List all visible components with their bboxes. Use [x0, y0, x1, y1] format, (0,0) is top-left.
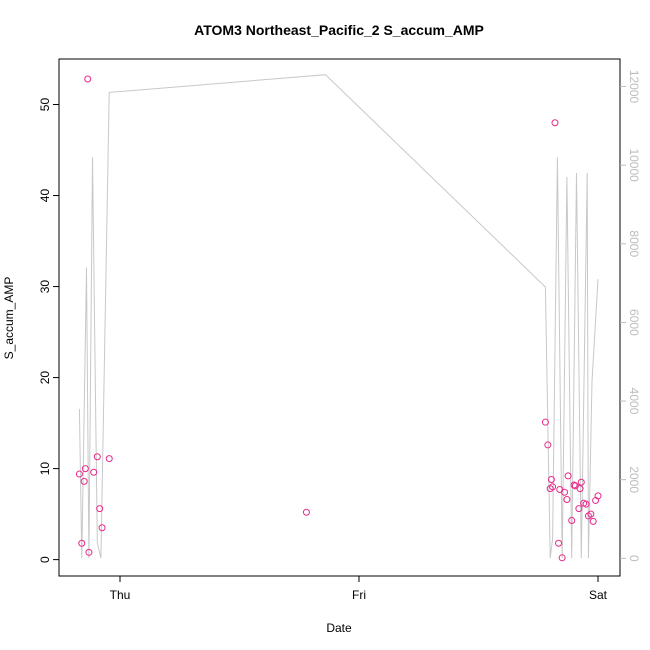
data-point: [549, 483, 557, 491]
data-point: [551, 119, 559, 127]
y2-tick-label: 6000: [627, 309, 641, 336]
y-tick-label: 40: [38, 189, 52, 203]
y-tick-label: 30: [38, 280, 52, 294]
data-point: [577, 478, 585, 486]
data-point: [563, 496, 571, 504]
data-point: [90, 468, 98, 476]
data-point: [568, 516, 576, 524]
data-point: [570, 481, 578, 489]
data-point: [589, 517, 597, 525]
data-point: [302, 508, 310, 516]
y-tick-label: 0: [38, 556, 52, 563]
data-point: [78, 539, 86, 547]
data-point: [96, 505, 104, 513]
data-point: [547, 476, 555, 484]
x-tick-label: Fri: [352, 588, 366, 602]
data-point: [555, 539, 563, 547]
y2-tick-label: 10000: [627, 148, 641, 182]
data-point: [98, 524, 106, 532]
data-point: [587, 510, 595, 518]
y2-tick-label: 2000: [627, 466, 641, 493]
data-point: [84, 75, 92, 83]
y2-tick-label: 12000: [627, 70, 641, 104]
plot-frame: [58, 58, 621, 577]
y2-tick-label: 0: [627, 555, 641, 562]
series-line: [78, 74, 599, 559]
data-point: [80, 477, 88, 485]
data-point: [105, 455, 113, 463]
data-point: [541, 418, 549, 426]
y2-tick-label: 4000: [627, 388, 641, 415]
data-point: [576, 485, 584, 493]
x-tick-label: Thu: [110, 588, 131, 602]
y2-tick-label: 8000: [627, 230, 641, 257]
data-point: [93, 453, 101, 461]
y-tick-label: 10: [38, 462, 52, 476]
y-tick-label: 20: [38, 371, 52, 385]
chart-title: ATOM3 Northeast_Pacific_2 S_accum_AMP: [194, 22, 484, 38]
data-point: [75, 470, 83, 478]
x-axis-label: Date: [326, 621, 352, 635]
data-point: [558, 554, 566, 562]
data-point: [85, 548, 93, 556]
plot-area: 0 10 20 30 40 50 0 2000 4000 6000 8000 10000 12000 Th…: [38, 70, 641, 602]
data-point: [564, 472, 572, 480]
data-point: [81, 465, 89, 473]
data-point: [575, 505, 583, 513]
data-point: [594, 492, 602, 500]
data-point: [561, 488, 569, 496]
data-point: [544, 441, 552, 449]
data-point: [582, 500, 590, 508]
y-axis-label: S_accum_AMP: [2, 277, 16, 360]
x-tick-label: Sat: [589, 588, 608, 602]
y-tick-label: 50: [38, 98, 52, 112]
